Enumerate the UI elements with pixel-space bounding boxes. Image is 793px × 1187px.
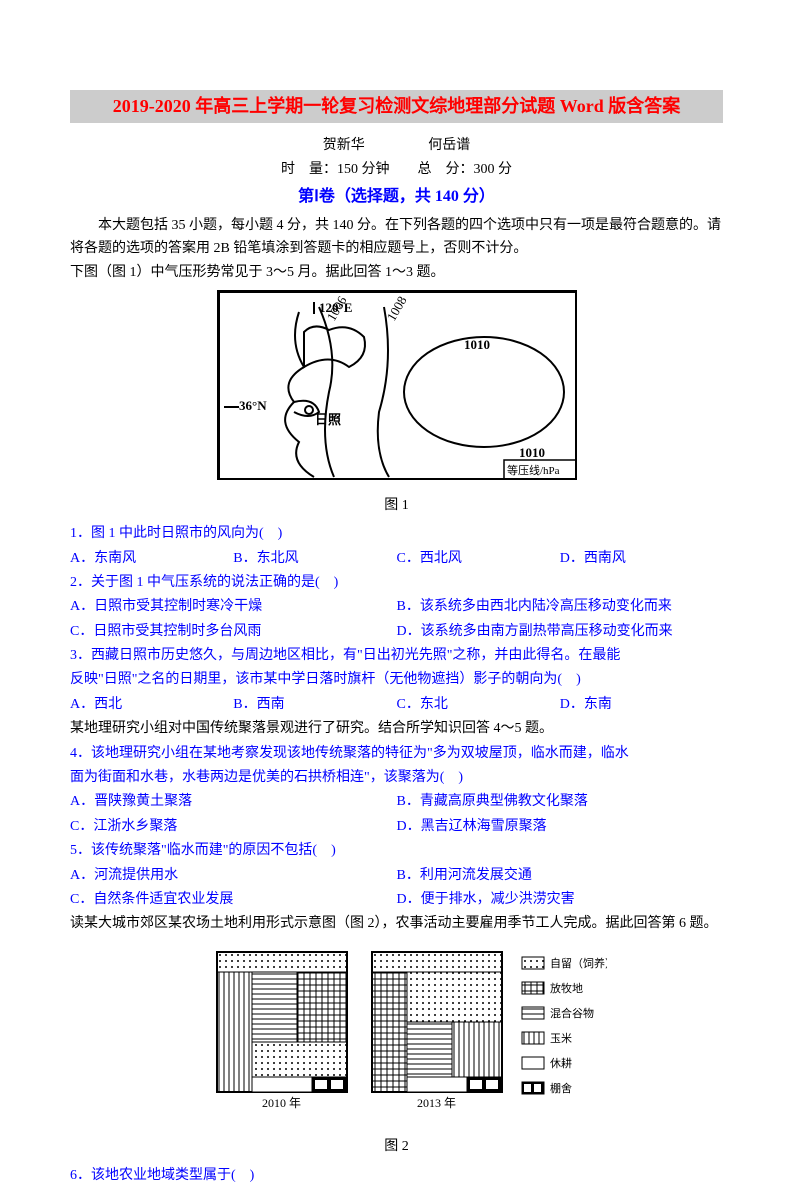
question-4-options-row2: C．江浙水乡聚落 D．黑吉辽林海雪原聚落 [70,816,723,838]
q5-option-a: A．河流提供用水 [70,865,397,887]
question-3-line2: 反映"日照"之名的日期里，该市某中学日落时旗杆（无他物遮挡）影子的朝向为( ) [70,669,723,691]
isobar-1010a: 1010 [464,337,490,352]
time-limit: 时 量：150 分钟 [281,162,390,177]
q2-option-d: D．该系统多由南方副热带高压移动变化而来 [397,621,724,643]
q2-option-b: B．该系统多由西北内陆冷高压移动变化而来 [397,596,724,618]
q3-option-b: B．西南 [233,694,396,716]
q5-option-b: B．利用河流发展交通 [397,865,724,887]
question-3-line1: 3．西藏日照市历史悠久，与周边地区相比，有"日出初光先照"之称，并由此得名。在最… [70,645,723,667]
question-2: 2．关于图 1 中气压系统的说法正确的是( ) [70,572,723,594]
exam-info: 时 量：150 分钟 总 分：300 分 [70,159,723,181]
question-5-options-row2: C．自然条件适宜农业发展 D．便于排水，减少洪涝灾害 [70,889,723,911]
q5-option-d: D．便于排水，减少洪涝灾害 [397,889,724,911]
q1-option-a: A．东南风 [70,548,233,570]
q2-option-a: A．日照市受其控制时寒冷干燥 [70,596,397,618]
question-2-options-row1: A．日照市受其控制时寒冷干燥 B．该系统多由西北内陆冷高压移动变化而来 [70,596,723,618]
q5-option-c: C．自然条件适宜农业发展 [70,889,397,911]
q4-option-c: C．江浙水乡聚落 [70,816,397,838]
q4-option-a: A．晋陕豫黄土聚落 [70,791,397,813]
figure-1: 1006 1008 1010 1010 120°E 36°N 日照 等压线/hP… [70,290,723,488]
author-1: 贺新华 [323,138,365,153]
section-header: 第Ⅰ卷（选择题，共 140 分） [70,184,723,210]
legend-3: 玉米 [550,1032,572,1045]
q3-option-c: C．东北 [397,694,560,716]
question-1-options: A．东南风 B．东北风 C．西北风 D．西南风 [70,548,723,570]
question-5: 5．该传统聚落"临水而建"的原因不包括( ) [70,840,723,862]
question-5-options-row1: A．河流提供用水 B．利用河流发展交通 [70,865,723,887]
latitude-label: 36°N [239,398,267,413]
figure-1-caption: 图 1 [70,495,723,517]
legend-2: 混合谷物 [550,1006,594,1020]
year-2010: 2010 年 [262,1096,301,1110]
isobar-1010b: 1010 [519,445,545,460]
total-score: 总 分：300 分 [418,162,513,177]
question-4-options-row1: A．晋陕豫黄土聚落 B．青藏高原典型佛教文化聚落 [70,791,723,813]
question-4-line2: 面为街面和水巷，水巷两边是优美的石拱桥相连"，该聚落为( ) [70,767,723,789]
question-2-options-row2: C．日照市受其控制时多台风雨 D．该系统多由南方副热带高压移动变化而来 [70,621,723,643]
question-1: 1．图 1 中此时日照市的风向为( ) [70,523,723,545]
question-6: 6．该地农业地域类型属于( ) [70,1165,723,1187]
exam-title: 2019-2020 年高三上学期一轮复习检测文综地理部分试题 Word 版含答案 [70,90,723,123]
context-6: 读某大城市郊区某农场土地利用形式示意图（图 2），农事活动主要雇用季节工人完成。… [70,913,723,935]
city-label: 日照 [315,412,341,427]
figure-2: 2010 年 2013 年 自留（饲养） 放牧地 混合谷物 玉米 休耕 [70,942,723,1130]
legend-5: 棚舍 [550,1081,572,1095]
pressure-map: 1006 1008 1010 1010 120°E 36°N 日照 等压线/hP… [217,290,577,480]
q1-option-d: D．西南风 [560,548,723,570]
author-2: 何岳谱 [428,138,470,153]
q3-option-d: D．东南 [560,694,723,716]
question-3-options: A．西北 B．西南 C．东北 D．东南 [70,694,723,716]
figure-2-caption: 图 2 [70,1136,723,1158]
legend-0: 自留（饲养） [550,956,607,970]
authors: 贺新华 何岳谱 [70,135,723,157]
year-2013: 2013 年 [417,1096,456,1110]
instructions: 本大题包括 35 小题，每小题 4 分，共 140 分。在下列各题的四个选项中只… [70,215,723,260]
q1-option-b: B．东北风 [233,548,396,570]
q1-option-c: C．西北风 [397,548,560,570]
q2-option-c: C．日照市受其控制时多台风雨 [70,621,397,643]
legend-1: 放牧地 [550,981,583,995]
landuse-diagram: 2010 年 2013 年 自留（饲养） 放牧地 混合谷物 玉米 休耕 [187,942,607,1122]
longitude-label: 120°E [319,300,352,315]
q4-option-d: D．黑吉辽林海雪原聚落 [397,816,724,838]
q3-option-a: A．西北 [70,694,233,716]
context-4-5: 某地理研究小组对中国传统聚落景观进行了研究。结合所学知识回答 4～5 题。 [70,718,723,740]
legend-4: 休耕 [550,1056,572,1070]
q4-option-b: B．青藏高原典型佛教文化聚落 [397,791,724,813]
map-legend: 等压线/hPa [507,463,560,477]
sub-instructions: 下图（图 1）中气压形势常见于 3～5 月。据此回答 1～3 题。 [70,262,723,284]
question-4-line1: 4．该地理研究小组在某地考察发现该地传统聚落的特征为"多为双坡屋顶，临水而建，临… [70,743,723,765]
